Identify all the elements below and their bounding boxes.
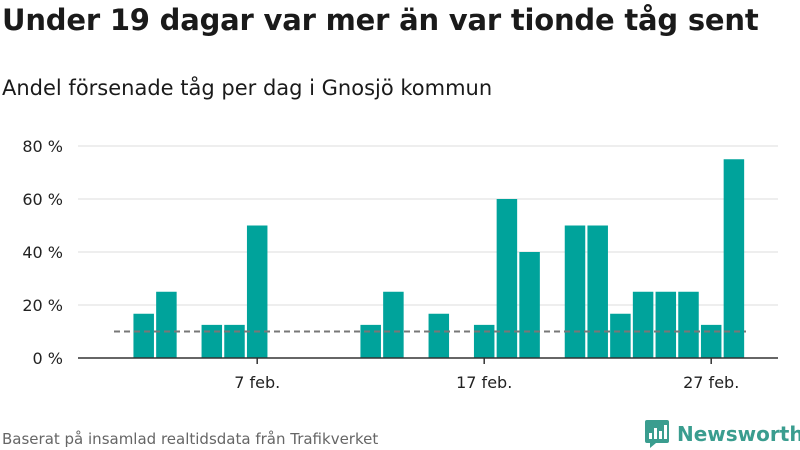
x-tick-label: 17 feb. <box>456 373 512 392</box>
bar <box>133 313 154 358</box>
bar <box>496 199 518 358</box>
bar <box>723 159 745 358</box>
chart-subtitle: Andel försenade tåg per dag i Gnosjö kom… <box>2 76 493 100</box>
bar <box>678 291 699 358</box>
bar <box>632 291 654 358</box>
bar <box>655 291 677 358</box>
bar <box>201 324 223 358</box>
bar <box>246 225 268 358</box>
newsworthy-logo[interactable]: Newsworthy <box>644 419 800 449</box>
y-tick-label: 60 % <box>22 190 63 209</box>
bar <box>473 324 495 358</box>
bar <box>610 313 631 358</box>
y-tick-label: 40 % <box>22 243 63 262</box>
bar <box>564 225 586 358</box>
bar <box>156 291 177 358</box>
bar <box>700 324 722 358</box>
bar <box>428 313 450 358</box>
brand-name: Newsworthy <box>677 422 800 446</box>
y-tick-label: 20 % <box>22 296 63 315</box>
x-tick-label: 27 feb. <box>683 373 739 392</box>
bar <box>224 324 245 358</box>
chart-title: Under 19 dagar var mer än var tionde tåg… <box>2 3 759 37</box>
y-tick-label: 0 % <box>33 349 63 368</box>
source-note: Baserat på insamlad realtidsdata från Tr… <box>2 430 379 448</box>
newsworthy-logo-icon <box>645 420 669 448</box>
y-tick-label: 80 % <box>22 137 63 156</box>
bar <box>360 324 381 358</box>
bar <box>383 291 404 358</box>
x-tick-label: 7 feb. <box>234 373 280 392</box>
bar-chart: 0 % 20 % 40 % 60 % 80 % 7 feb. 17 feb. 27 feb. <box>22 137 778 392</box>
bar <box>519 252 540 358</box>
bar <box>587 225 608 358</box>
